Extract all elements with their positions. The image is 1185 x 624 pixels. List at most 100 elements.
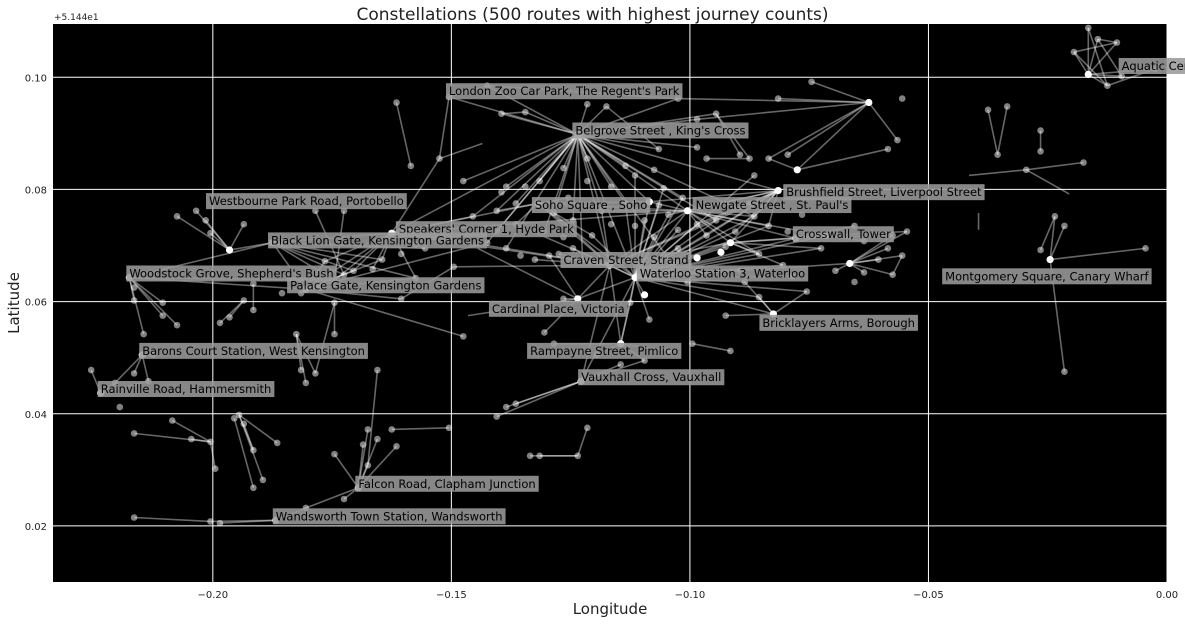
route-line: [501, 111, 526, 115]
route-line: [577, 134, 589, 159]
station-point: [250, 484, 257, 492]
station-point: [130, 514, 138, 521]
station-point: [545, 252, 553, 259]
annotation-box: [287, 277, 485, 294]
station-point: [407, 162, 415, 170]
route-line: [272, 241, 416, 279]
station-point: [712, 110, 720, 118]
station-point: [240, 420, 248, 428]
station-point: [517, 252, 524, 259]
station-annotation: Waterloo Station 3, Waterloo: [636, 265, 809, 282]
station-point: [1022, 166, 1030, 174]
station-point: [459, 177, 467, 185]
route-line: [580, 277, 636, 382]
route-line: [305, 288, 464, 338]
x-axis-label: Longitude: [573, 600, 648, 618]
hub-point: [225, 246, 234, 254]
station-annotation: Craven Street, Strand: [560, 252, 692, 269]
annotation-box: [692, 197, 852, 214]
route-line: [1049, 216, 1056, 260]
route-line: [629, 277, 636, 303]
station-point: [116, 403, 124, 411]
station-annotation: Crosswall, Tower: [792, 226, 894, 243]
station-annotation: Palace Gate, Kensington Gardens: [287, 277, 485, 294]
station-point: [898, 95, 906, 102]
annotation-label: Brushfield Street, Liverpool Street: [786, 185, 982, 199]
station-point: [727, 347, 734, 355]
route-line: [228, 299, 245, 318]
station-annotation: Rampayne Street, Pimlico: [527, 342, 682, 359]
annotation-label: Rampayne Street, Pimlico: [530, 344, 678, 358]
station-point: [898, 252, 906, 259]
station-point: [688, 340, 696, 347]
route-line: [228, 223, 245, 251]
axis-ticks: −0.20 −0.15 −0.10 −0.05 0.00 0.02 0.04 0.06 0.08…: [25, 73, 1178, 601]
station-point: [646, 316, 653, 323]
station-point: [650, 233, 658, 241]
annotation-box: [560, 252, 692, 269]
route-line: [1073, 51, 1089, 75]
route-line: [219, 299, 245, 324]
route-line: [543, 134, 579, 232]
route-line: [128, 276, 178, 326]
station-point: [240, 220, 248, 228]
station-point: [250, 280, 257, 287]
annotation-box: [783, 184, 985, 201]
station-point: [560, 164, 567, 172]
station-point: [894, 136, 901, 144]
station-point: [493, 413, 500, 420]
annotation-box: [942, 268, 1152, 285]
station-point: [235, 411, 243, 419]
hub-point: [1084, 70, 1092, 79]
hub-point: [717, 248, 725, 256]
annotations: Aquatic Centre, Queen Elizabeth Olympic …: [97, 57, 1185, 525]
route-line: [576, 134, 584, 260]
station-annotation: Belgrove Street , King's Cross: [572, 122, 749, 139]
y-tick-label: 0.04: [25, 410, 47, 421]
annotation-box: [572, 122, 749, 139]
route-line: [333, 453, 359, 489]
route-line: [395, 102, 412, 167]
station-point: [445, 424, 453, 432]
annotation-label: Wandsworth Town Station, Wandsworth: [276, 509, 503, 523]
station-annotation: Black Lion Gate, Kensington Gardens: [268, 232, 487, 249]
route-line: [649, 189, 779, 203]
annotation-label: Westbourne Park Road, Portobello: [209, 194, 404, 208]
route-line: [562, 134, 579, 169]
station-point: [712, 216, 720, 224]
route-line: [849, 262, 893, 276]
station-annotation: Barons Court Station, West Kensington: [139, 342, 368, 359]
route-line: [619, 302, 632, 344]
station-point: [87, 366, 95, 374]
station-point: [159, 312, 167, 319]
hub-point: [1046, 255, 1054, 264]
annotation-label: Bricklayers Arms, Borough: [762, 316, 915, 330]
route-line: [134, 432, 211, 443]
annotation-label: Rainville Road, Hammersmith: [101, 382, 272, 396]
route-line: [649, 200, 688, 212]
annotation-box: [636, 265, 809, 282]
station-point: [369, 265, 376, 273]
station-point: [626, 299, 634, 307]
route-line: [238, 414, 278, 444]
station-point: [250, 306, 257, 314]
station-point: [312, 370, 319, 377]
station-point: [364, 462, 372, 469]
station-point: [784, 228, 792, 235]
annotation-box: [268, 232, 487, 249]
annotation-label: Barons Court Station, West Kensington: [142, 344, 365, 358]
station-point: [397, 250, 405, 258]
annotation-box: [527, 342, 682, 359]
route-line: [577, 133, 688, 212]
station-point: [722, 243, 729, 250]
station-point: [522, 183, 529, 190]
x-tick-label: −0.10: [675, 590, 706, 601]
route-line: [477, 247, 579, 300]
station-point: [1104, 82, 1111, 89]
route-line: [472, 133, 579, 217]
station-point: [130, 430, 138, 437]
station-point: [226, 314, 233, 321]
station-point: [359, 441, 367, 448]
route-line: [730, 241, 760, 255]
